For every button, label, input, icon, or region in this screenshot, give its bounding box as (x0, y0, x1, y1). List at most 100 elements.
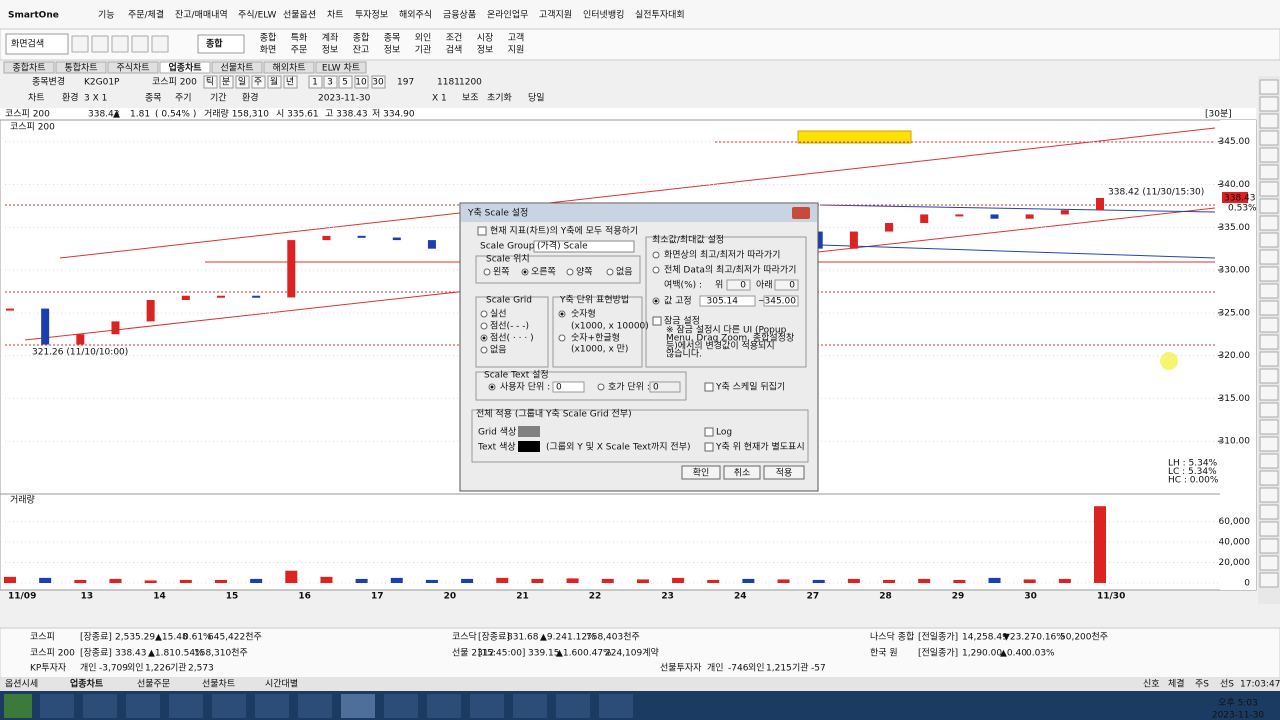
input[interactable] (763, 295, 799, 307)
tool-icon[interactable] (91, 35, 109, 53)
taskbar-icon[interactable] (298, 694, 332, 718)
side-tool[interactable] (1259, 453, 1279, 469)
side-tool[interactable] (1259, 147, 1279, 163)
checkbox[interactable] (652, 316, 662, 326)
side-tool[interactable] (1259, 249, 1279, 265)
side-tool[interactable] (1259, 198, 1279, 214)
side-tool[interactable] (1259, 504, 1279, 520)
taskbar-icon[interactable] (40, 694, 74, 718)
taskbar-icon[interactable] (513, 694, 547, 718)
tab[interactable] (3, 61, 55, 74)
taskbar-icon[interactable] (341, 694, 375, 718)
period-button[interactable] (251, 75, 266, 89)
dialog-button[interactable] (763, 465, 805, 480)
checkbox[interactable] (704, 382, 714, 392)
side-tool[interactable] (1259, 113, 1279, 129)
side-tool[interactable] (1259, 283, 1279, 299)
taskbar-icon[interactable] (384, 694, 418, 718)
side-tool[interactable] (1259, 215, 1279, 231)
radio[interactable] (566, 268, 574, 276)
tab[interactable] (159, 61, 211, 74)
radio[interactable] (558, 334, 566, 342)
radio[interactable] (606, 268, 614, 276)
period-button[interactable] (235, 75, 250, 89)
taskbar-icon[interactable] (255, 694, 289, 718)
volume-bar (988, 577, 1001, 583)
dialog-button[interactable] (681, 465, 721, 480)
period-button[interactable] (267, 75, 282, 89)
side-tool[interactable] (1259, 555, 1279, 571)
side-tool[interactable] (1259, 487, 1279, 503)
side-tool[interactable] (1259, 79, 1279, 95)
start-button[interactable] (4, 694, 32, 718)
input[interactable] (699, 295, 756, 307)
side-tool[interactable] (1259, 470, 1279, 486)
tool-icon[interactable] (71, 35, 89, 53)
period-button[interactable] (283, 75, 298, 89)
taskbar-icon[interactable] (599, 694, 633, 718)
side-tool[interactable] (1259, 368, 1279, 384)
side-tool[interactable] (1259, 164, 1279, 180)
taskbar-icon[interactable] (212, 694, 246, 718)
tab[interactable] (315, 61, 367, 74)
tab[interactable] (263, 61, 315, 74)
text-color-swatch[interactable] (518, 441, 540, 452)
combo-box[interactable] (533, 240, 635, 253)
taskbar-icon[interactable] (470, 694, 504, 718)
tool-icon[interactable] (131, 35, 149, 53)
checkbox[interactable] (704, 427, 714, 437)
radio[interactable] (597, 383, 605, 391)
period-button[interactable] (371, 75, 386, 89)
side-tool[interactable] (1259, 538, 1279, 554)
side-tool[interactable] (1259, 317, 1279, 333)
tool-icon[interactable] (111, 35, 129, 53)
tab[interactable] (107, 61, 159, 74)
side-tool[interactable] (1259, 266, 1279, 282)
period-button[interactable] (338, 75, 353, 89)
tab[interactable] (211, 61, 263, 74)
taskbar-icon[interactable] (83, 694, 117, 718)
search-box[interactable] (5, 33, 69, 55)
side-tool[interactable] (1259, 130, 1279, 146)
side-tool[interactable] (1259, 521, 1279, 537)
side-tool[interactable] (1259, 334, 1279, 350)
period-button[interactable] (219, 75, 234, 89)
dialog-button[interactable] (723, 465, 761, 480)
period-button[interactable] (323, 75, 338, 89)
taskbar-icon[interactable] (126, 694, 160, 718)
input[interactable] (774, 279, 799, 291)
side-tool[interactable] (1259, 300, 1279, 316)
checkbox[interactable] (704, 442, 714, 452)
close-button[interactable] (792, 207, 810, 219)
radio[interactable] (480, 346, 488, 354)
side-tool[interactable] (1259, 96, 1279, 112)
side-tool[interactable] (1259, 232, 1279, 248)
side-tool[interactable] (1259, 402, 1279, 418)
tool-icon[interactable] (151, 35, 169, 53)
input[interactable] (552, 381, 585, 393)
input[interactable] (649, 381, 681, 393)
side-tool[interactable] (1259, 572, 1279, 588)
taskbar-icon[interactable] (169, 694, 203, 718)
side-tool[interactable] (1259, 351, 1279, 367)
checkbox[interactable] (477, 226, 487, 236)
radio[interactable] (483, 268, 491, 276)
period-button[interactable] (308, 75, 323, 89)
taskbar-icon[interactable] (556, 694, 590, 718)
tab[interactable] (55, 61, 107, 74)
combo-box[interactable] (197, 34, 245, 54)
radio[interactable] (652, 266, 660, 274)
side-tool[interactable] (1259, 385, 1279, 401)
period-button[interactable] (354, 75, 369, 89)
side-tool[interactable] (1259, 419, 1279, 435)
period-button[interactable] (203, 75, 218, 89)
grid-color-swatch[interactable] (518, 426, 540, 437)
input[interactable] (726, 279, 751, 291)
radio[interactable] (652, 251, 660, 259)
radio[interactable] (480, 322, 488, 330)
taskbar-icon[interactable] (427, 694, 461, 718)
side-tool[interactable] (1259, 436, 1279, 452)
toolbar-text: 틱 (206, 76, 214, 88)
radio[interactable] (480, 310, 488, 318)
side-tool[interactable] (1259, 181, 1279, 197)
